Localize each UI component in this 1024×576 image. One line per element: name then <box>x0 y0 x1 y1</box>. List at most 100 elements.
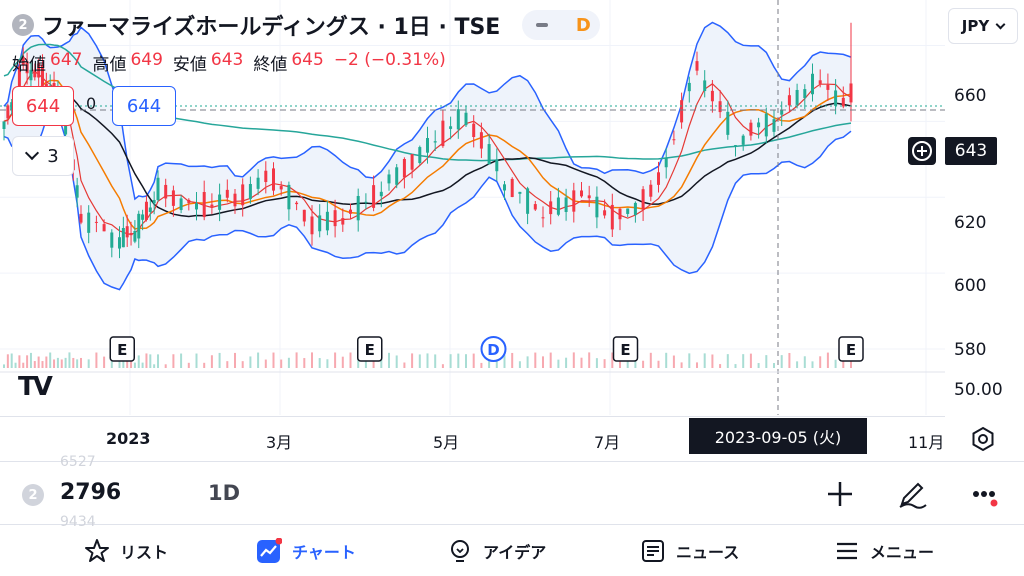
candle-body <box>626 208 630 214</box>
volume-bar <box>588 352 591 368</box>
tradingview-logo[interactable]: TV <box>18 372 53 402</box>
candle-body <box>518 191 522 194</box>
volume-bar <box>64 357 67 368</box>
close-value: 645 <box>291 50 324 70</box>
volume-bar <box>311 352 313 368</box>
candle-body <box>94 221 98 223</box>
drawing-tools-button[interactable] <box>896 478 928 510</box>
candle-body <box>495 159 499 172</box>
price-chart[interactable]: E E D E E <box>0 0 945 415</box>
news-icon <box>642 540 664 562</box>
symbol-badge: 2 <box>12 14 34 36</box>
volume-bar <box>773 363 775 368</box>
candle-body <box>302 209 306 222</box>
interval-button[interactable]: 1D <box>208 481 241 505</box>
volume-bar <box>234 352 236 368</box>
volume-bar <box>249 356 252 368</box>
volume-bar <box>726 354 729 368</box>
candle-body <box>787 95 791 106</box>
volume-bar <box>757 363 760 368</box>
candle-body <box>449 126 453 129</box>
volume-bar <box>688 353 691 368</box>
add-alert-button[interactable] <box>908 137 936 165</box>
symbol-badge: 2 <box>22 484 44 506</box>
candle-body <box>764 113 768 137</box>
symbol-header[interactable]: 2 ファーマライズホールディングス · 1日 · TSE D <box>12 10 601 40</box>
earnings-marker[interactable]: E <box>109 336 135 362</box>
volume-bar <box>33 361 36 368</box>
nav-label: ニュース <box>676 543 740 562</box>
volume-bar <box>303 358 306 368</box>
indicators-toggle-button[interactable]: 3 <box>12 136 74 176</box>
earnings-marker[interactable]: E <box>838 336 864 362</box>
chart-icon <box>257 538 282 563</box>
price-axis-label: 600 <box>954 276 987 296</box>
nav-item-menu[interactable]: メニュー <box>834 536 934 566</box>
candle-body <box>21 56 25 65</box>
volume-bar <box>565 357 568 368</box>
candle-body <box>487 144 491 165</box>
nav-item-ideas[interactable]: アイデア <box>447 536 546 566</box>
time-axis-label: 2023 <box>106 429 151 448</box>
candle-body <box>572 190 576 212</box>
chart-settings-button[interactable] <box>968 424 998 454</box>
volume-bar <box>749 353 752 368</box>
candle-body <box>387 174 391 184</box>
volume-bar <box>264 359 267 368</box>
candle-body <box>641 189 645 210</box>
bottom-navigation: リスト チャート アイデア ニュース メニュー <box>0 526 1024 576</box>
sell-price-button[interactable]: 644 <box>12 86 74 126</box>
candle-body <box>379 191 383 197</box>
volume-bar <box>26 355 29 368</box>
add-indicator-button[interactable] <box>824 478 856 510</box>
candle-body <box>133 231 137 242</box>
volume-bar <box>49 352 52 368</box>
time-axis-label: 11月 <box>908 433 945 452</box>
candle-body <box>726 111 730 135</box>
buy-price-button[interactable]: 644 <box>112 86 176 126</box>
more-options-button[interactable] <box>968 478 1000 510</box>
dividend-marker[interactable]: D <box>480 336 507 362</box>
volume-bar <box>341 356 344 368</box>
candle-body <box>333 210 337 227</box>
chart-toolbar: 6527 2 2796 1D 9434 <box>0 454 1024 530</box>
volume-bar <box>349 352 352 368</box>
volume-bar <box>703 353 706 368</box>
nav-item-list[interactable]: リスト <box>84 536 168 566</box>
volume-bar <box>326 359 329 368</box>
volume-bar <box>788 352 791 368</box>
high-value: 649 <box>130 50 163 70</box>
volume-bar <box>642 360 645 368</box>
time-axis[interactable]: 2023 3月 5月 7月 11月 <box>0 416 945 460</box>
volume-bar <box>10 353 13 368</box>
candle-body <box>295 202 299 205</box>
candle-body <box>164 184 168 199</box>
symbol-search-button[interactable]: 2796 <box>60 480 122 505</box>
volume-bar <box>465 354 467 368</box>
volume-bar <box>53 359 56 368</box>
earnings-marker[interactable]: E <box>357 336 383 362</box>
candle-body <box>75 185 79 198</box>
volume-bar <box>611 352 614 368</box>
lightbulb-icon <box>451 540 469 562</box>
earnings-marker[interactable]: E <box>612 336 639 362</box>
volume-bar <box>210 355 213 368</box>
volume-bar <box>850 360 852 368</box>
market-status-pill[interactable]: D <box>522 10 601 40</box>
low-value: 643 <box>210 50 244 70</box>
nav-item-news[interactable]: ニュース <box>640 536 739 566</box>
candle-body <box>152 199 156 204</box>
candle-body <box>826 84 830 90</box>
currency-select[interactable]: JPY <box>948 8 1018 44</box>
volume-bar <box>796 361 799 368</box>
volume-bar <box>334 352 337 368</box>
volume-bar <box>380 355 383 368</box>
volume-bar <box>441 364 444 368</box>
candle-body <box>433 141 437 143</box>
candle-body <box>318 215 322 232</box>
nav-item-chart[interactable]: チャート <box>256 536 356 566</box>
event-marker-label: D <box>487 341 499 359</box>
symbol-title: ファーマライズホールディングス · 1日 · TSE <box>42 15 501 40</box>
candle-body <box>141 214 145 220</box>
candle-body <box>610 204 614 230</box>
